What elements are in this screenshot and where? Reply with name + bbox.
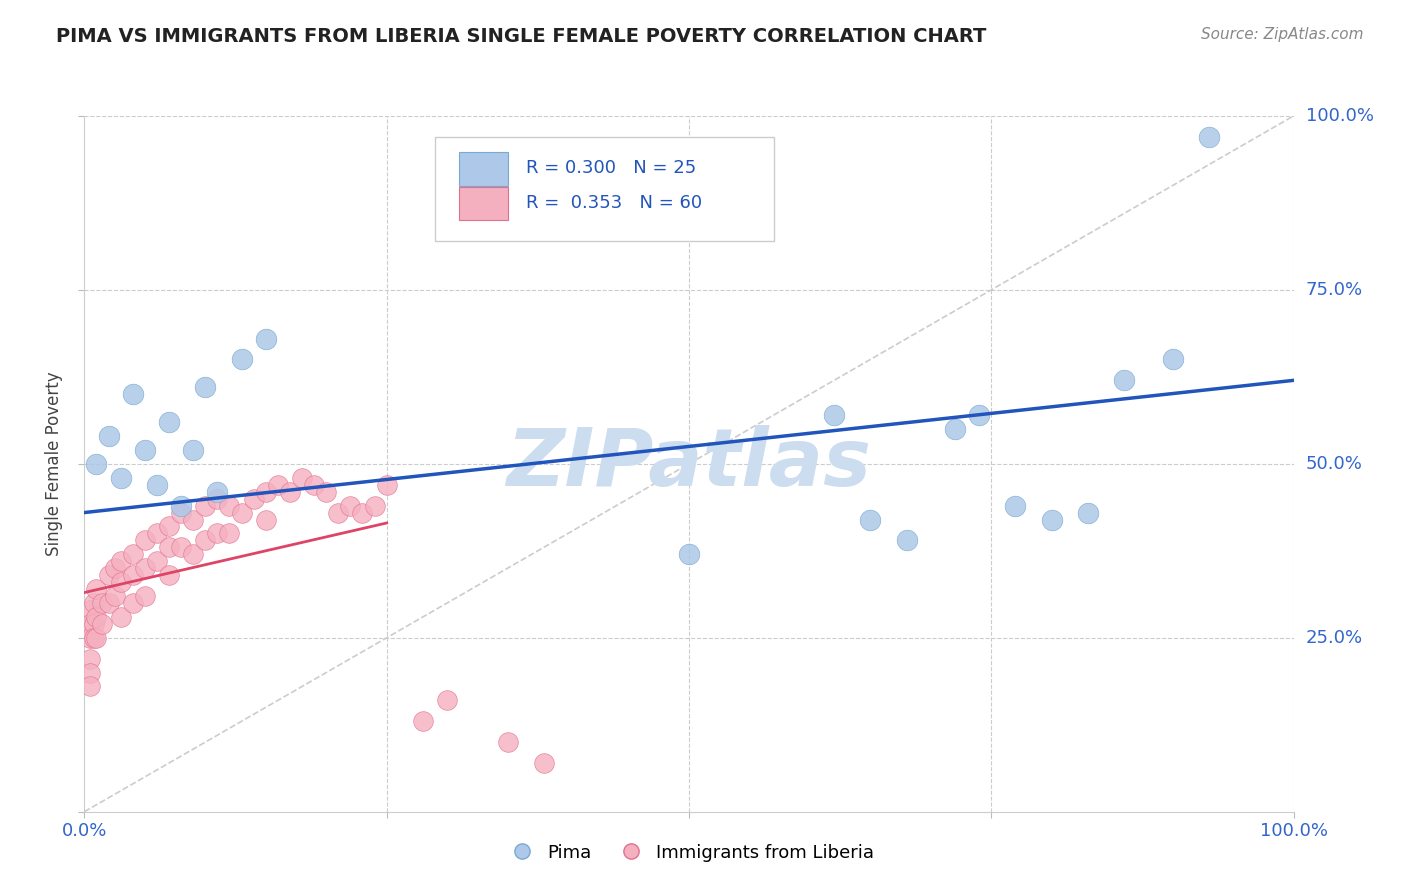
Point: [83, 631, 105, 645]
Point: [97, 429, 120, 443]
Point: [436, 693, 458, 707]
Point: [254, 512, 277, 526]
Point: [231, 506, 253, 520]
FancyBboxPatch shape: [434, 136, 773, 241]
Point: [79, 603, 101, 617]
Point: [194, 380, 217, 394]
Point: [496, 735, 519, 749]
Point: [859, 512, 882, 526]
Point: [104, 589, 127, 603]
Point: [254, 332, 277, 346]
Point: [678, 547, 700, 561]
Point: [170, 506, 193, 520]
Point: [121, 596, 143, 610]
FancyBboxPatch shape: [460, 153, 508, 186]
Point: [375, 477, 398, 491]
Point: [242, 491, 264, 506]
Point: [170, 541, 193, 555]
Point: [181, 442, 204, 457]
Point: [363, 499, 385, 513]
Point: [134, 442, 156, 457]
Point: [83, 596, 105, 610]
Point: [86, 610, 108, 624]
Point: [207, 526, 229, 541]
Point: [110, 554, 132, 568]
Point: [1198, 129, 1220, 144]
Point: [315, 484, 337, 499]
Point: [181, 547, 204, 561]
Point: [194, 499, 217, 513]
Point: [302, 477, 325, 491]
Text: PIMA VS IMMIGRANTS FROM LIBERIA SINGLE FEMALE POVERTY CORRELATION CHART: PIMA VS IMMIGRANTS FROM LIBERIA SINGLE F…: [56, 27, 987, 45]
Point: [412, 714, 434, 729]
Point: [157, 541, 180, 555]
Point: [91, 596, 114, 610]
Text: 50.0%: 50.0%: [1306, 455, 1362, 473]
FancyBboxPatch shape: [460, 187, 508, 220]
Point: [207, 484, 229, 499]
Point: [170, 499, 193, 513]
Point: [86, 457, 108, 471]
Legend: Pima, Immigrants from Liberia: Pima, Immigrants from Liberia: [496, 837, 882, 869]
Point: [267, 477, 290, 491]
Point: [207, 491, 229, 506]
Text: 100.0%: 100.0%: [1306, 107, 1374, 125]
Point: [967, 408, 990, 422]
Point: [110, 610, 132, 624]
Point: [157, 519, 180, 533]
Point: [533, 756, 555, 770]
Point: [121, 547, 143, 561]
Point: [1004, 499, 1026, 513]
Point: [97, 596, 120, 610]
Point: [194, 533, 217, 548]
Point: [278, 484, 301, 499]
Point: [134, 589, 156, 603]
Point: [146, 526, 169, 541]
Point: [1161, 352, 1184, 367]
Point: [121, 568, 143, 582]
Point: [328, 506, 350, 520]
Point: [79, 665, 101, 680]
Point: [231, 352, 253, 367]
Point: [79, 680, 101, 694]
Point: [79, 651, 101, 665]
Point: [1077, 506, 1099, 520]
Point: [291, 471, 314, 485]
Point: [1114, 373, 1136, 387]
Text: R =  0.353   N = 60: R = 0.353 N = 60: [526, 194, 702, 212]
Point: [86, 631, 108, 645]
Point: [83, 616, 105, 631]
Point: [146, 554, 169, 568]
Point: [181, 512, 204, 526]
Point: [104, 561, 127, 575]
Point: [1040, 512, 1063, 526]
Point: [823, 408, 845, 422]
Point: [352, 506, 374, 520]
Point: [121, 387, 143, 401]
Point: [91, 616, 114, 631]
Point: [86, 582, 108, 596]
Text: R = 0.300   N = 25: R = 0.300 N = 25: [526, 159, 696, 178]
Point: [134, 561, 156, 575]
Point: [79, 631, 101, 645]
Point: [339, 499, 361, 513]
Point: [134, 533, 156, 548]
Text: 25.0%: 25.0%: [1306, 629, 1362, 647]
Point: [157, 415, 180, 429]
Text: ZIPatlas: ZIPatlas: [506, 425, 872, 503]
Point: [97, 568, 120, 582]
Text: 75.0%: 75.0%: [1306, 281, 1362, 299]
Point: [157, 568, 180, 582]
Y-axis label: Single Female Poverty: Single Female Poverty: [45, 372, 63, 556]
Point: [110, 575, 132, 590]
Point: [896, 533, 918, 548]
Point: [146, 477, 169, 491]
Point: [218, 526, 240, 541]
Point: [218, 499, 240, 513]
Text: Source: ZipAtlas.com: Source: ZipAtlas.com: [1201, 27, 1364, 42]
Point: [254, 484, 277, 499]
Point: [943, 422, 966, 436]
Point: [79, 616, 101, 631]
Point: [110, 471, 132, 485]
